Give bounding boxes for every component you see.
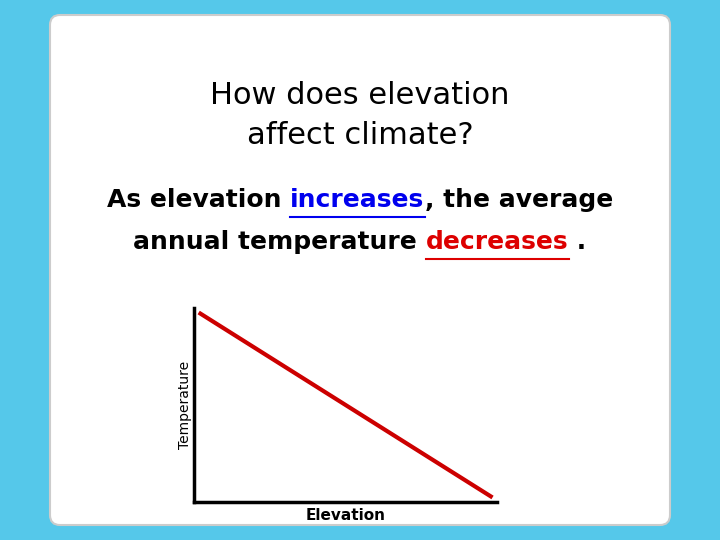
Text: affect climate?: affect climate? — [247, 120, 473, 150]
Text: As elevation: As elevation — [107, 188, 290, 212]
Text: .: . — [569, 230, 587, 254]
Text: decreases: decreases — [426, 230, 569, 254]
X-axis label: Elevation: Elevation — [305, 508, 386, 523]
Y-axis label: Temperature: Temperature — [178, 361, 192, 449]
Text: increases: increases — [290, 188, 425, 212]
FancyBboxPatch shape — [50, 15, 670, 525]
Text: How does elevation: How does elevation — [210, 80, 510, 110]
Text: annual temperature: annual temperature — [133, 230, 426, 254]
Text: , the average: , the average — [425, 188, 613, 212]
